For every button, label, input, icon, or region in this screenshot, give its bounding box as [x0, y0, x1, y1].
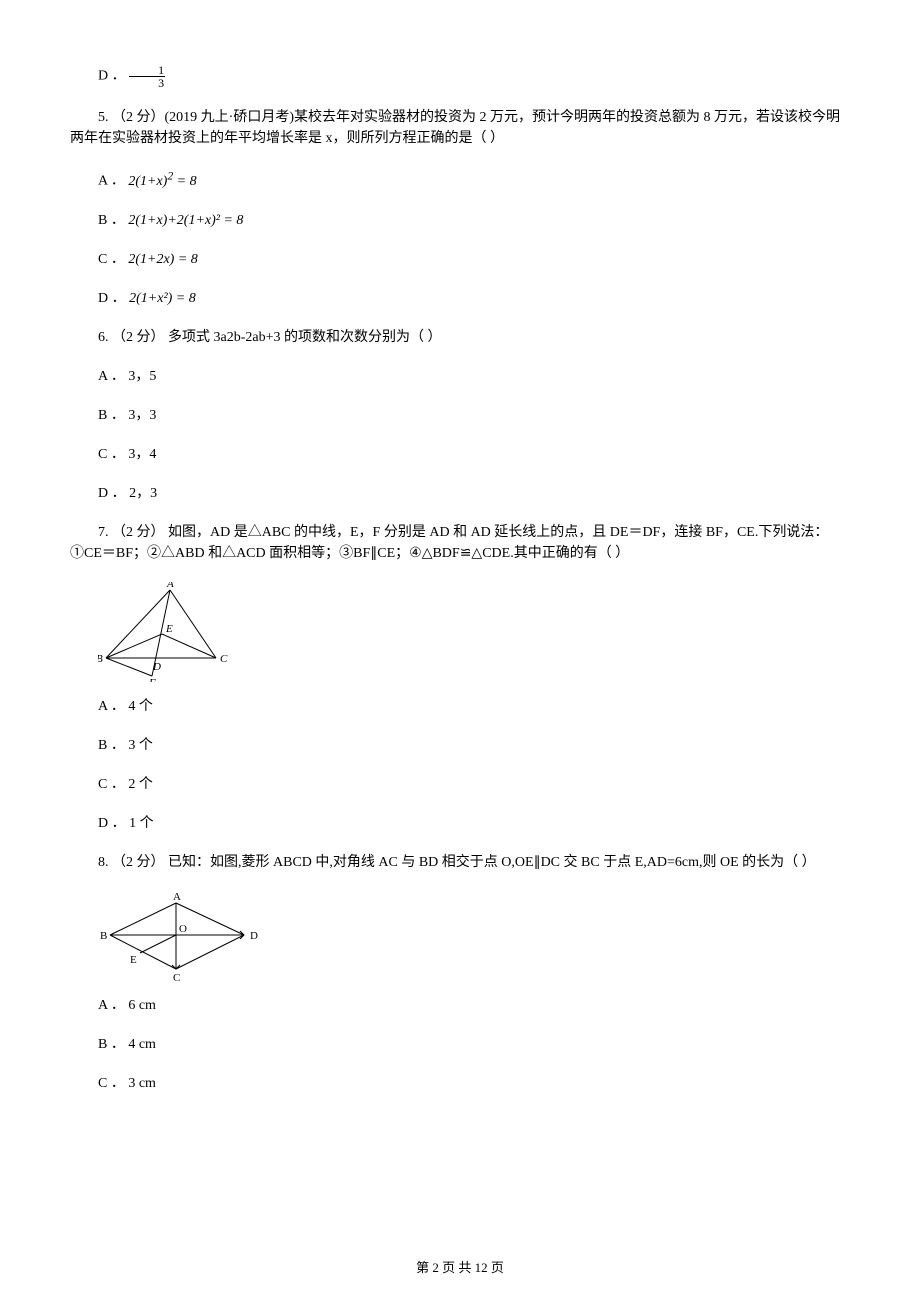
svg-text:B: B	[100, 930, 107, 942]
q5-optB-expr: 2(1+x)+2(1+x)² = 8	[128, 213, 243, 228]
q5-option-c: C ． 2(1+2x) = 8	[70, 249, 850, 270]
q6-option-c: C ． 3，4	[70, 444, 850, 465]
q8-figure: A B C D O E	[98, 891, 258, 981]
q8-option-a: A ． 6 cm	[70, 995, 850, 1016]
q8-stem: 8. （2 分） 已知：如图,菱形 ABCD 中,对角线 AC 与 BD 相交于…	[70, 852, 850, 873]
q7-figure: A B C D E F	[98, 582, 228, 682]
svg-text:E: E	[165, 623, 173, 635]
q7-stem: 7. （2 分） 如图，AD 是△ABC 的中线，E，F 分别是 AD 和 AD…	[70, 522, 850, 564]
q4-optD-label: D ．	[98, 69, 126, 84]
svg-text:O: O	[179, 923, 187, 935]
expr-part: = 8	[173, 174, 196, 189]
q5-optC-label: C ．	[98, 252, 125, 267]
q6-stem: 6. （2 分） 多项式 3a2b-2ab+3 的项数和次数分别为（ ）	[70, 327, 850, 348]
q7-option-a: A ． 4 个	[70, 696, 850, 717]
q7-option-b: B ． 3 个	[70, 735, 850, 756]
q4-option-d: D ． 1 3	[70, 64, 850, 89]
svg-text:F: F	[148, 677, 156, 682]
q5-optC-expr: 2(1+2x) = 8	[128, 252, 197, 267]
q7-option-d: D ． 1 个	[70, 813, 850, 834]
page-footer: 第 2 页 共 12 页	[0, 1258, 920, 1278]
svg-text:D: D	[250, 930, 258, 942]
q5-optA-label: A ．	[98, 174, 125, 189]
svg-text:A: A	[166, 582, 174, 590]
svg-text:B: B	[98, 653, 103, 665]
q8-option-b: B ． 4 cm	[70, 1034, 850, 1055]
q7-option-c: C ． 2 个	[70, 774, 850, 795]
page: D ． 1 3 5. （2 分）(2019 九上·硚口月考)某校去年对实验器材的…	[0, 0, 920, 1302]
svg-text:E: E	[130, 954, 137, 966]
svg-text:D: D	[152, 661, 161, 673]
q4-optD-den: 3	[129, 77, 165, 89]
q6-option-a: A ． 3，5	[70, 366, 850, 387]
svg-text:A: A	[173, 891, 181, 903]
fraction-icon: 1 3	[129, 64, 165, 89]
q8-option-c: C ． 3 cm	[70, 1073, 850, 1094]
q6-option-d: D ． 2，3	[70, 483, 850, 504]
svg-text:C: C	[173, 972, 180, 981]
q5-option-b: B ． 2(1+x)+2(1+x)² = 8	[70, 210, 850, 231]
q5-optD-label: D ．	[98, 291, 126, 306]
q5-optA-expr: 2(1+x)2 = 8	[128, 174, 196, 189]
q5-optB-label: B ．	[98, 213, 125, 228]
q5-option-d: D ． 2(1+x²) = 8	[70, 288, 850, 309]
expr-part: 2(1+	[128, 174, 156, 189]
q5-optD-expr: 2(1+x²) = 8	[129, 291, 196, 306]
q5-stem: 5. （2 分）(2019 九上·硚口月考)某校去年对实验器材的投资为 2 万元…	[70, 107, 850, 149]
q5-option-a: A ． 2(1+x)2 = 8	[70, 167, 850, 192]
svg-text:C: C	[220, 653, 228, 665]
q6-option-b: B ． 3，3	[70, 405, 850, 426]
